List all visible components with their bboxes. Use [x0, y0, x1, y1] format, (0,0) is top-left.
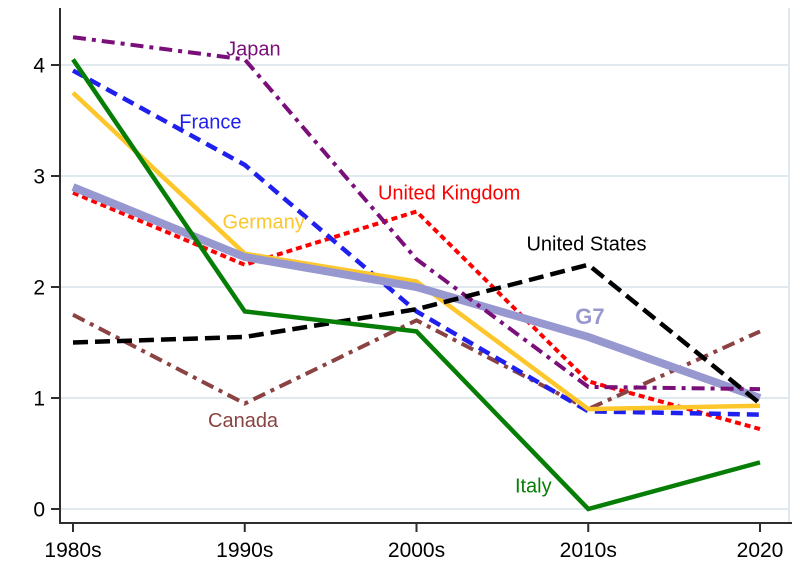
series-label-united-kingdom: United Kingdom	[378, 183, 520, 205]
series-label-germany: Germany	[223, 212, 305, 234]
series-line-italy	[71, 58, 761, 512]
series-line-g7	[71, 183, 762, 402]
series-label-japan: Japan	[226, 38, 281, 60]
series-label-united-states: United States	[526, 234, 646, 256]
series-label-france: France	[179, 112, 241, 134]
y-tick-label-4: 4	[33, 55, 45, 78]
y-tick-label-2: 2	[33, 277, 45, 300]
series-line-france	[71, 68, 761, 417]
series-line-japan	[72, 35, 761, 392]
series-label-canada: Canada	[208, 410, 279, 432]
y-tick-label-1: 1	[33, 388, 45, 411]
x-tick-label-2020: 2020	[737, 539, 784, 562]
x-tick-label-1980s: 1980s	[44, 539, 101, 562]
y-tick-label-0: 0	[33, 499, 45, 522]
series-line-united-states	[72, 262, 762, 406]
x-tick-label-1990s: 1990s	[216, 539, 273, 562]
series-label-italy: Italy	[515, 476, 552, 498]
x-tick-label-2000s: 2000s	[388, 539, 445, 562]
series-line-canada	[72, 312, 761, 412]
series-line-united-kingdom	[72, 190, 761, 432]
series-label-g7: G7	[575, 304, 604, 329]
y-tick-label-3: 3	[33, 166, 45, 189]
series-line-germany	[71, 91, 761, 412]
x-tick-label-2010s: 2010s	[560, 539, 617, 562]
